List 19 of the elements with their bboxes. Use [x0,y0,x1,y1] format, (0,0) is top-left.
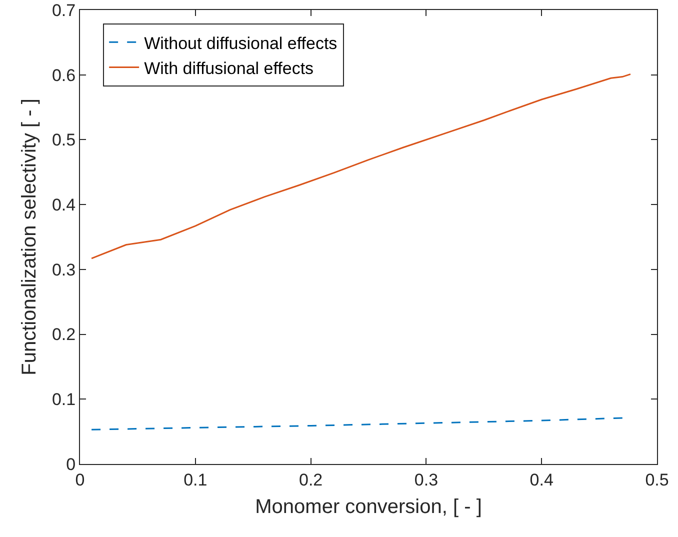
y-tick-label: 0.3 [52,260,76,280]
y-tick-label: 0.6 [52,66,76,85]
x-axis-title: Monomer conversion, [ - ] [255,496,482,518]
line-series [90,73,632,260]
y-tick-label: 0.5 [52,130,76,150]
legend-label: With diffusional effects [144,58,314,78]
y-tick-label: 0.4 [52,196,76,215]
y-tick-label: 0.7 [52,0,76,20]
x-tick-label: 0.3 [414,470,438,490]
x-tick-label: 0.4 [530,470,554,490]
x-tick-label: 0.2 [298,470,323,490]
x-tick-label: 0.5 [645,470,669,490]
legend-label: Without diffusional effects [144,34,338,53]
y-tick-label: 0.2 [52,325,76,344]
y-tick-label: 0.1 [52,390,76,410]
y-axis-title: Functionalization selectivity [ - ] [18,98,40,376]
x-tick-label: 0.1 [184,470,208,490]
line-series [90,417,624,430]
y-tick-label: 0 [66,454,76,474]
